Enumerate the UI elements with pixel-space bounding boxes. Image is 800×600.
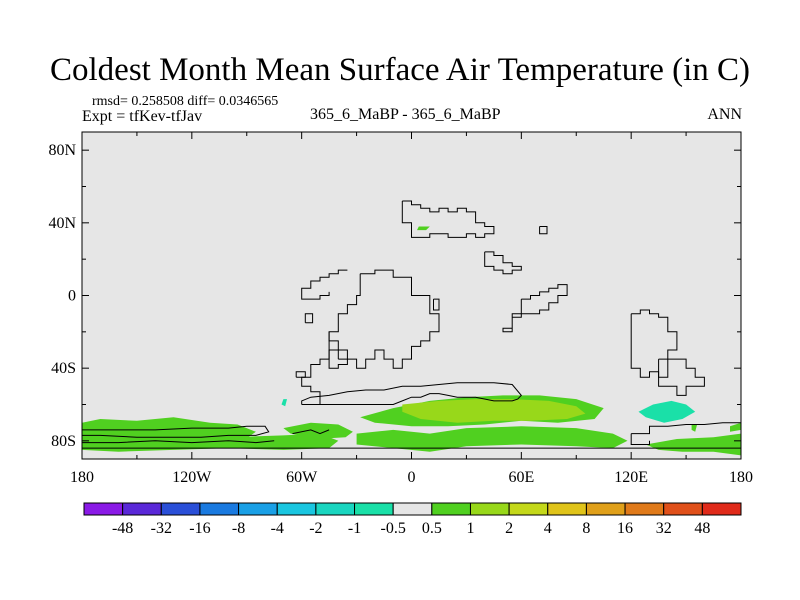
- colorbar-box-1: [122, 502, 162, 516]
- coastline-7: [301, 331, 339, 405]
- stats-text: rmsd= 0.258508 diff= 0.0346565: [92, 94, 279, 109]
- colorbar-label-7: -0.5: [381, 520, 406, 537]
- colorbar-label-5: -2: [309, 520, 322, 537]
- colorbar-box-0: [83, 502, 124, 516]
- coastline-12: [658, 358, 705, 396]
- coastline-9: [295, 371, 306, 378]
- anomaly-region-7: [417, 226, 430, 231]
- colorbar-box-5: [276, 502, 317, 516]
- x-tick-label-4: 60E: [508, 469, 534, 486]
- anomaly-region-5: [645, 433, 741, 456]
- colorbar-box-15: [663, 502, 703, 516]
- colorbar-box-8: [392, 502, 433, 516]
- x-tick-label-6: 180: [729, 469, 753, 486]
- colorbar-box-9: [431, 502, 471, 516]
- y-tick-label-0: 80N: [48, 142, 76, 159]
- coastline-2: [539, 226, 548, 235]
- coastline-5: [301, 269, 348, 300]
- colorbar-label-12: 8: [582, 520, 590, 537]
- coastline-0: [401, 200, 495, 238]
- coastline-1: [484, 251, 522, 275]
- colorbar-box-16: [701, 502, 742, 516]
- colorbar-label-4: -4: [271, 520, 284, 537]
- coastline-16: [82, 440, 275, 444]
- coastline-19: [630, 433, 650, 445]
- colorbar-box-14: [624, 502, 665, 516]
- colorbar-label-0: -48: [112, 520, 133, 537]
- x-tick-label-5: 120E: [614, 469, 648, 486]
- x-tick-label-2: 60W: [286, 469, 318, 486]
- colorbar-label-3: -8: [232, 520, 245, 537]
- colorbar-label-11: 4: [544, 520, 552, 537]
- anomaly-region-2: [283, 422, 353, 439]
- x-tick-label-0: 180: [70, 469, 94, 486]
- colorbar-box-10: [469, 502, 510, 516]
- coastline-13: [502, 284, 568, 333]
- coastline-18: [631, 422, 741, 435]
- experiment-label: Expt = tfKev-tfJav: [82, 108, 203, 125]
- anomaly-region-8: [691, 424, 698, 432]
- coastline-8: [304, 313, 314, 324]
- x-tick-label-1: 120W: [172, 469, 212, 486]
- colorbar-box-11: [508, 502, 549, 516]
- colorbar-box-6: [315, 502, 356, 516]
- colorbar-box-12: [547, 502, 587, 516]
- colorbar-label-15: 48: [694, 520, 710, 537]
- colorbar-box-2: [160, 502, 201, 516]
- anomaly-region-6: [730, 422, 741, 432]
- colorbar-label-2: -16: [189, 520, 210, 537]
- map-layers: [82, 200, 741, 456]
- colorbar-box-13: [585, 502, 626, 516]
- season-label: ANN: [707, 106, 742, 123]
- colorbar-label-13: 16: [617, 520, 633, 537]
- anomaly-region-4: [356, 426, 628, 452]
- coastline-10: [301, 382, 522, 405]
- y-tick-label-3: 40S: [51, 360, 76, 377]
- coastline-11: [630, 309, 678, 378]
- colorbar-label-9: 1: [466, 520, 474, 537]
- colorbar-box-4: [238, 502, 278, 516]
- coastline-3: [328, 269, 440, 369]
- anomaly-region-11: [281, 399, 287, 407]
- x-tick-label-3: 0: [408, 469, 416, 486]
- colorbar-box-7: [354, 502, 394, 516]
- coastline-17: [292, 429, 330, 435]
- coastline-14: [82, 425, 270, 438]
- colorbar-box-3: [199, 502, 240, 516]
- anomaly-region-1: [82, 433, 339, 452]
- colorbar-label-8: 0.5: [422, 520, 442, 537]
- anomaly-region-9: [402, 399, 586, 423]
- y-tick-label-2: 0: [68, 288, 76, 305]
- coastline-6: [337, 349, 348, 360]
- case-label: 365_6_MaBP - 365_6_MaBP: [310, 106, 501, 123]
- colorbar-label-6: -1: [348, 520, 361, 537]
- colorbar-label-1: -32: [151, 520, 172, 537]
- colorbar-label-10: 2: [505, 520, 513, 537]
- y-tick-label-4: 80S: [51, 433, 76, 450]
- coastline-4: [433, 298, 440, 311]
- colorbar-label-14: 32: [656, 520, 672, 537]
- chart-title: Coldest Month Mean Surface Air Temperatu…: [50, 52, 750, 88]
- y-tick-label-1: 40N: [48, 215, 76, 232]
- anomaly-region-10: [638, 400, 696, 423]
